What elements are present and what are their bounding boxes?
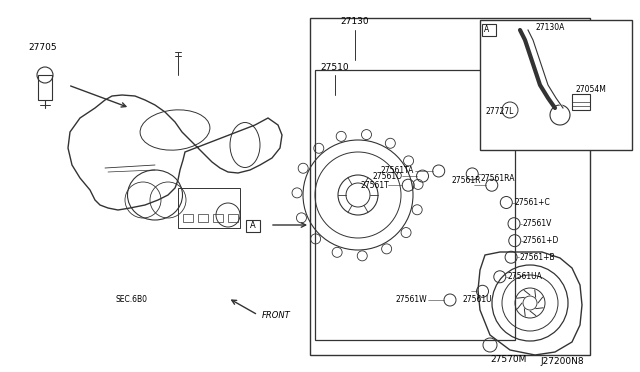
Bar [198, 214, 208, 222]
Text: FRONT: FRONT [262, 311, 291, 320]
Text: 27561V: 27561V [522, 219, 552, 228]
Text: 27561+B: 27561+B [519, 253, 555, 262]
Text: 27130A: 27130A [535, 23, 564, 32]
Bar [228, 214, 238, 222]
Text: 27705: 27705 [28, 44, 56, 52]
Text: A: A [250, 221, 256, 231]
Text: 27561+D: 27561+D [523, 236, 559, 245]
Text: 27130: 27130 [340, 17, 369, 26]
Bar [183, 214, 193, 222]
Bar [315, 70, 515, 340]
Text: 27054M: 27054M [575, 86, 606, 94]
Text: 27561W: 27561W [395, 295, 427, 305]
Text: 27561R: 27561R [452, 176, 481, 185]
Text: 27510: 27510 [320, 64, 349, 73]
Text: 27561TA: 27561TA [381, 167, 414, 176]
Text: 27570M: 27570M [490, 356, 526, 365]
Text: 27561U: 27561U [463, 295, 492, 304]
Bar [482, 24, 496, 36]
Text: J27200N8: J27200N8 [540, 357, 584, 366]
Bar [38, 75, 52, 100]
Text: A: A [484, 26, 489, 35]
Bar [246, 220, 260, 232]
Text: 27561T: 27561T [360, 181, 389, 190]
Bar [213, 214, 223, 222]
Text: 27561RA: 27561RA [480, 174, 515, 183]
Polygon shape [310, 18, 590, 355]
Text: SEC.6B0: SEC.6B0 [115, 295, 147, 305]
Text: 27561+C: 27561+C [515, 198, 550, 207]
Text: 27561O: 27561O [372, 171, 403, 180]
Text: 27561UA: 27561UA [508, 272, 543, 281]
Bar [480, 20, 632, 150]
Text: 27727L: 27727L [485, 108, 513, 116]
Bar [572, 94, 590, 110]
Bar [178, 188, 240, 228]
